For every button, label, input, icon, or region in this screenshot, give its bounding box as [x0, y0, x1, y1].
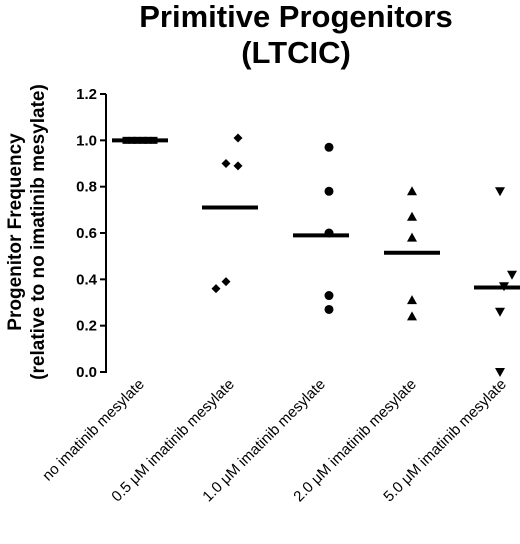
data-point — [324, 186, 334, 196]
y-axis-label: Progenitor Frequency (relative to no ima… — [5, 84, 49, 380]
data-point — [407, 211, 417, 221]
data-point — [211, 284, 221, 294]
data-point — [507, 270, 517, 280]
data-point — [495, 307, 505, 317]
data-point — [407, 295, 417, 305]
y-tick-label: 0.8 — [76, 179, 97, 196]
chart-title: Primitive Progenitors (LTCIC) — [139, 0, 453, 70]
axes: 0.0 0.2 0.4 0.6 0.8 1.0 1.2 no imatinib mesylat… — [39, 86, 510, 505]
data-point — [221, 277, 231, 287]
data-point — [407, 232, 417, 242]
data-point — [324, 291, 334, 301]
x-tick-label: no imatinib mesylate — [39, 376, 148, 485]
y-tick-label: 1.2 — [76, 86, 97, 103]
y-tick-label: 0.4 — [76, 271, 98, 288]
y-tick-label: 0.6 — [76, 225, 97, 242]
data-point — [324, 304, 334, 314]
series-3 — [293, 142, 349, 314]
series-4 — [384, 186, 440, 321]
y-tick-label: 1.0 — [76, 132, 97, 149]
series-2 — [202, 133, 258, 294]
data-point — [221, 159, 231, 168]
chart-title-line-2: (LTCIC) — [241, 35, 351, 70]
data-point — [495, 187, 505, 197]
y-axis-label-line-2: (relative to no imatinib mesylate) — [28, 84, 49, 380]
data-point — [407, 311, 417, 321]
data-point — [407, 186, 417, 196]
chart-marks — [112, 133, 520, 377]
y-tick-label: 0.2 — [76, 318, 97, 335]
y-tick-label: 0.0 — [76, 364, 97, 381]
y-axis-label-line-1: Progenitor Frequency — [5, 133, 26, 331]
data-point — [233, 133, 243, 143]
chart-title-line-1: Primitive Progenitors — [139, 0, 453, 34]
series-5 — [474, 187, 520, 377]
series-1 — [112, 136, 168, 144]
data-point — [495, 368, 505, 377]
data-point — [233, 161, 243, 171]
data-point — [324, 142, 334, 152]
